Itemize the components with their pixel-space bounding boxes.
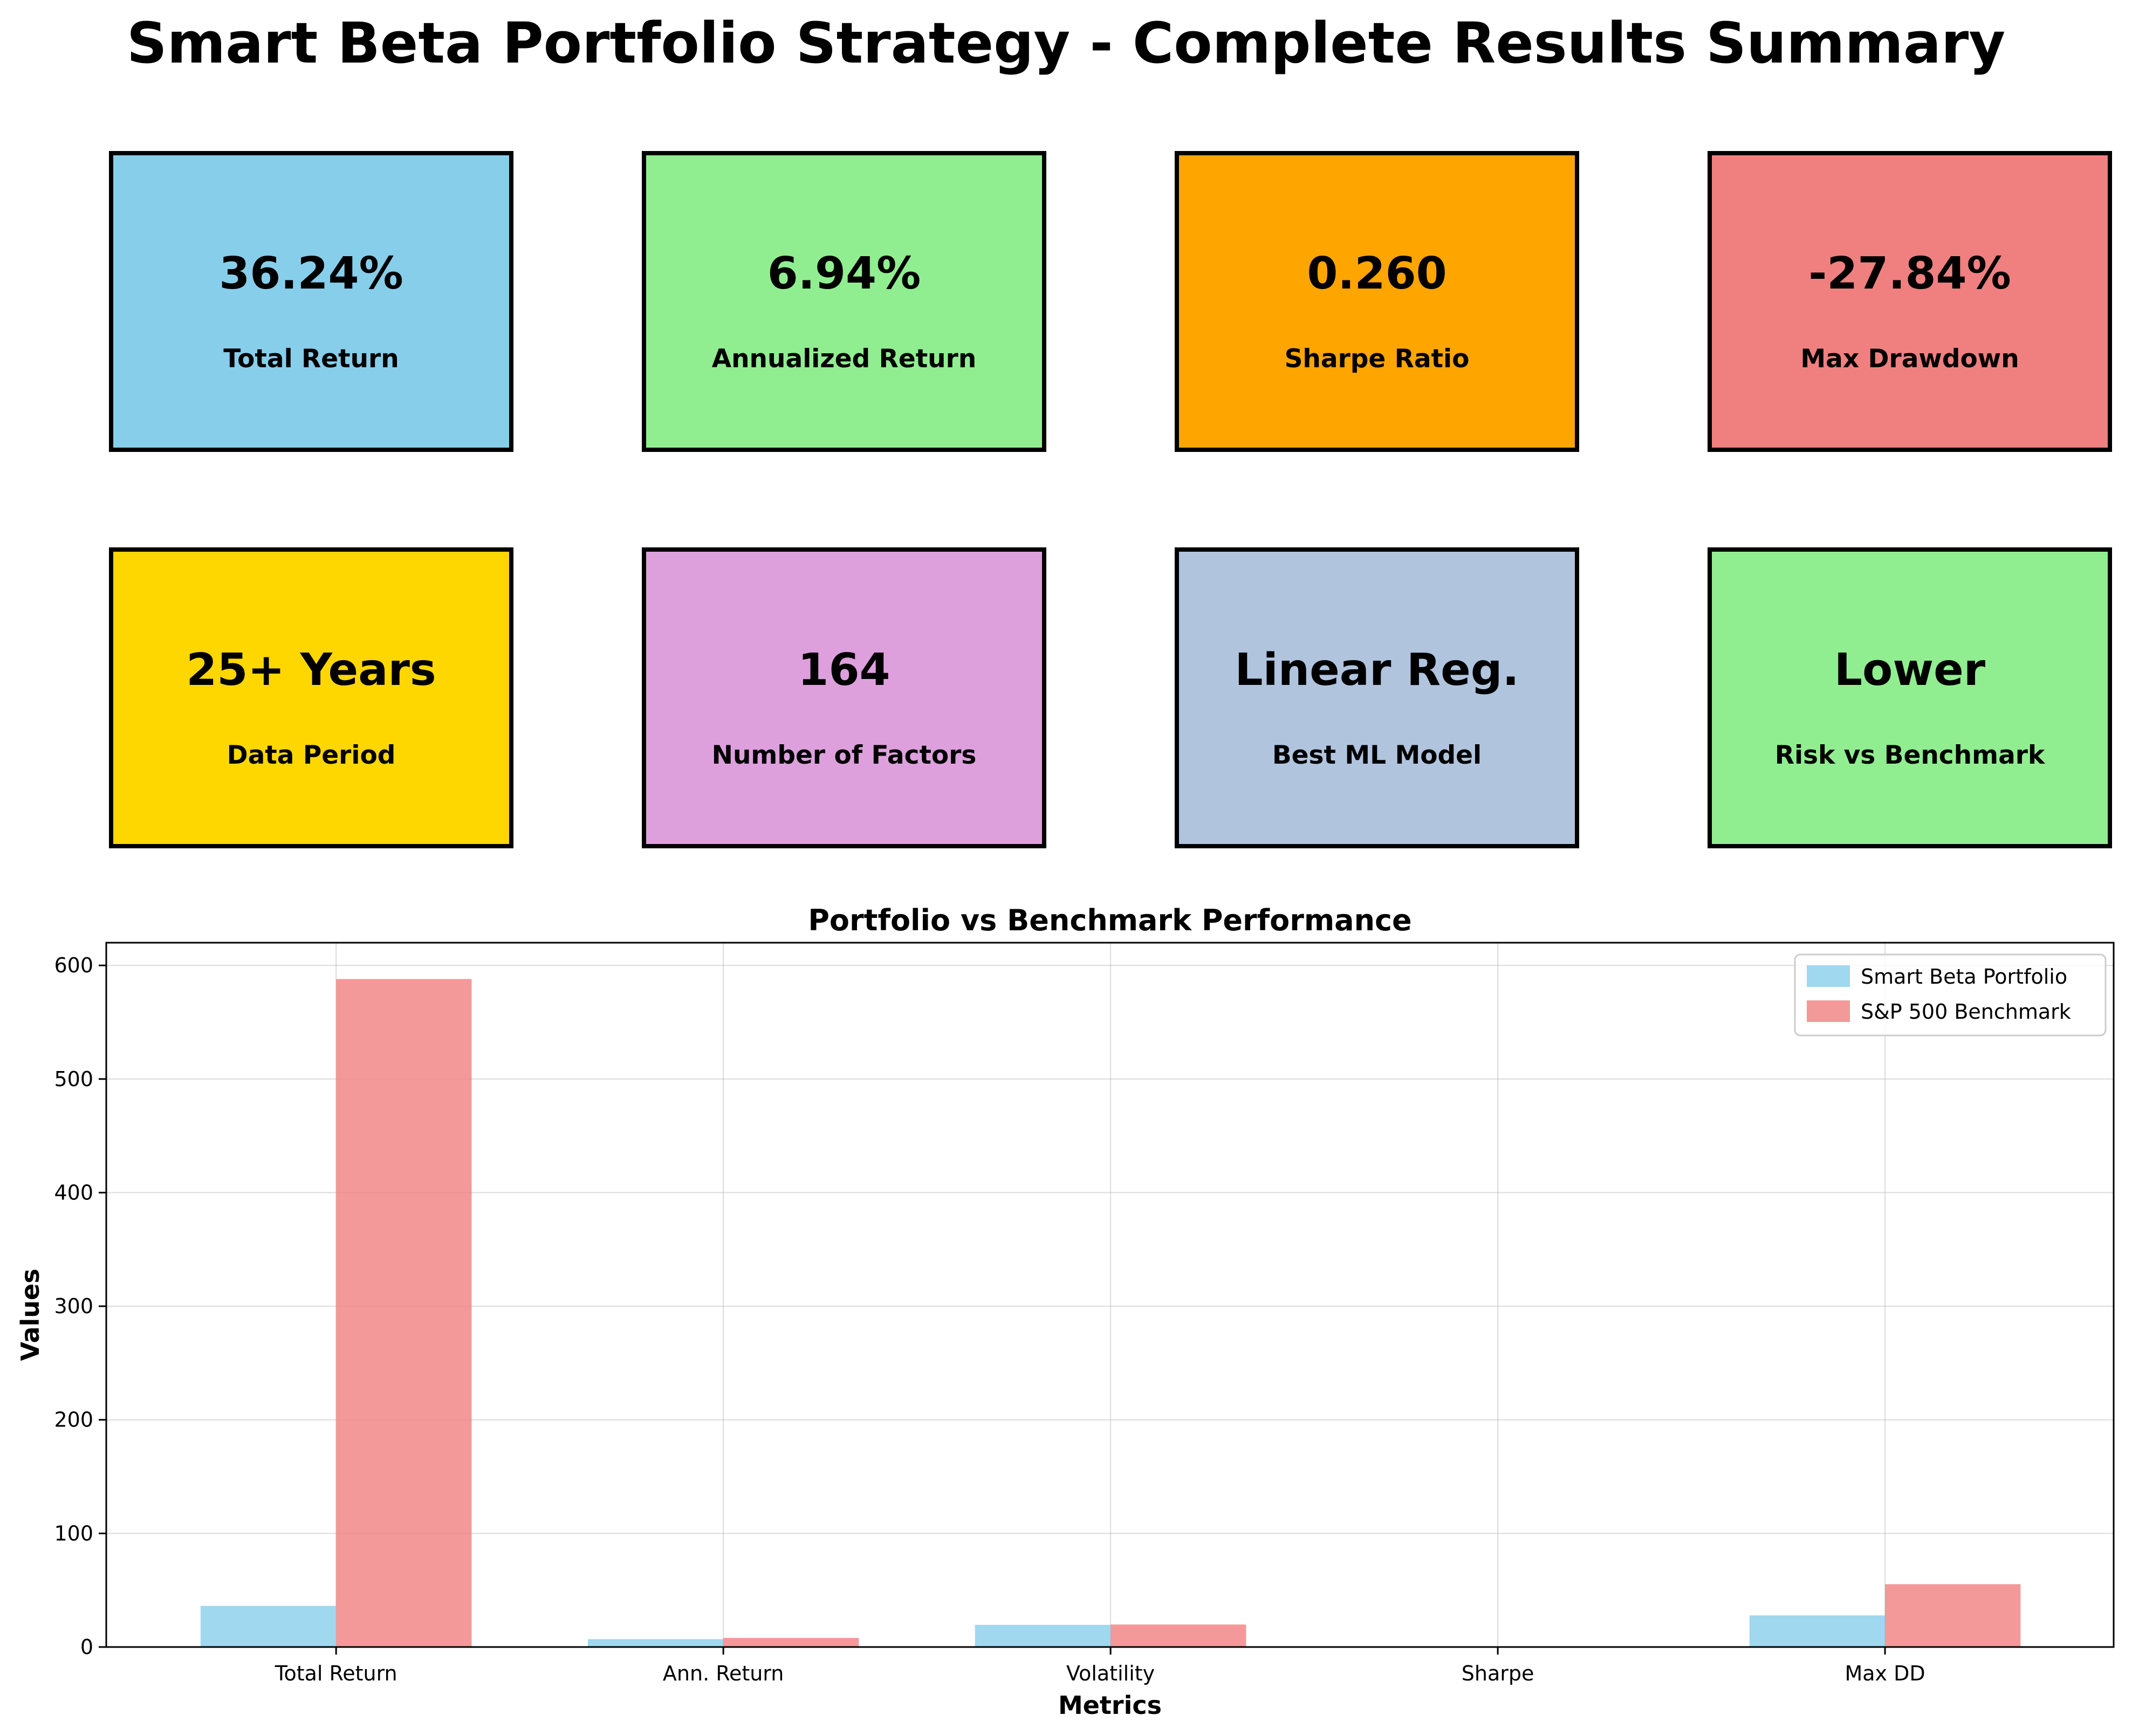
y-tick-label: 500	[54, 1067, 93, 1091]
bar-portfolio	[587, 1639, 724, 1647]
metric-value: 6.94%	[767, 248, 921, 299]
legend-swatch	[1807, 1000, 1850, 1022]
metric-value: -27.84%	[1808, 248, 2011, 299]
metric-label: Data Period	[227, 740, 396, 770]
metric-value: 36.24%	[219, 248, 403, 299]
bar-portfolio	[1749, 1615, 1886, 1647]
metric-card-max-drawdown: -27.84% Max Drawdown	[1708, 151, 2112, 452]
x-tick-label: Volatility	[1066, 1662, 1155, 1685]
chart-title: Portfolio vs Benchmark Performance	[808, 903, 1411, 937]
metric-label: Annualized Return	[711, 344, 977, 374]
metric-card-number-of-factors: 164 Number of Factors	[642, 547, 1046, 848]
bar-portfolio	[975, 1624, 1111, 1647]
metric-card-risk-vs-benchmark: Lower Risk vs Benchmark	[1708, 547, 2112, 848]
y-tick-label: 0	[80, 1635, 93, 1659]
page-title: Smart Beta Portfolio Strategy - Complete…	[126, 10, 2006, 76]
metric-label: Risk vs Benchmark	[1774, 740, 2045, 770]
bar-benchmark	[1110, 1624, 1246, 1647]
metric-card-data-period: 25+ Years Data Period	[109, 547, 513, 848]
legend-swatch	[1807, 965, 1850, 987]
bar-benchmark	[1885, 1584, 2021, 1647]
metric-label: Max Drawdown	[1800, 344, 2019, 374]
metric-label: Number of Factors	[711, 740, 977, 770]
metric-label: Total Return	[223, 344, 399, 374]
metric-label: Best ML Model	[1272, 740, 1482, 770]
legend-box	[1794, 953, 2107, 1037]
x-tick-label: Sharpe	[1462, 1662, 1534, 1685]
metric-card-best-ml-model: Linear Reg. Best ML Model	[1175, 547, 1579, 848]
y-tick-label: 600	[54, 953, 93, 977]
y-axis-label: Values	[16, 1268, 45, 1361]
bar-benchmark	[336, 979, 472, 1647]
metric-label: Sharpe Ratio	[1284, 344, 1470, 374]
legend-entry-label: S&P 500 Benchmark	[1861, 1000, 2071, 1024]
y-tick-label: 400	[54, 1181, 93, 1204]
legend: Smart Beta Portfolio S&P 500 Benchmark	[1794, 953, 2107, 1037]
y-tick-label: 200	[54, 1408, 93, 1432]
metric-value: Linear Reg.	[1235, 644, 1519, 696]
metric-value: 164	[798, 644, 890, 696]
metric-value: 0.260	[1307, 248, 1447, 299]
bars	[200, 979, 2021, 1647]
metric-value: 25+ Years	[186, 644, 436, 696]
y-tick-label: 100	[54, 1521, 93, 1545]
x-tick-label: Max DD	[1845, 1662, 1925, 1685]
legend-entry-label: Smart Beta Portfolio	[1861, 965, 2067, 989]
metric-value: Lower	[1834, 644, 1986, 696]
metric-card-sharpe-ratio: 0.260 Sharpe Ratio	[1175, 151, 1579, 452]
x-tick-label: Total Return	[275, 1662, 397, 1685]
x-axis-label: Metrics	[1058, 1691, 1162, 1720]
y-tick-label: 300	[54, 1294, 93, 1318]
x-tick-label: Ann. Return	[663, 1662, 784, 1685]
axes: 0 100 200 300 400 500 600 Total Return Ann. Retu…	[54, 942, 2115, 1685]
bar-portfolio	[200, 1605, 337, 1647]
bar-benchmark	[723, 1638, 859, 1647]
metric-card-total-return: 36.24% Total Return	[109, 151, 513, 452]
metric-card-annualized-return: 6.94% Annualized Return	[642, 151, 1046, 452]
